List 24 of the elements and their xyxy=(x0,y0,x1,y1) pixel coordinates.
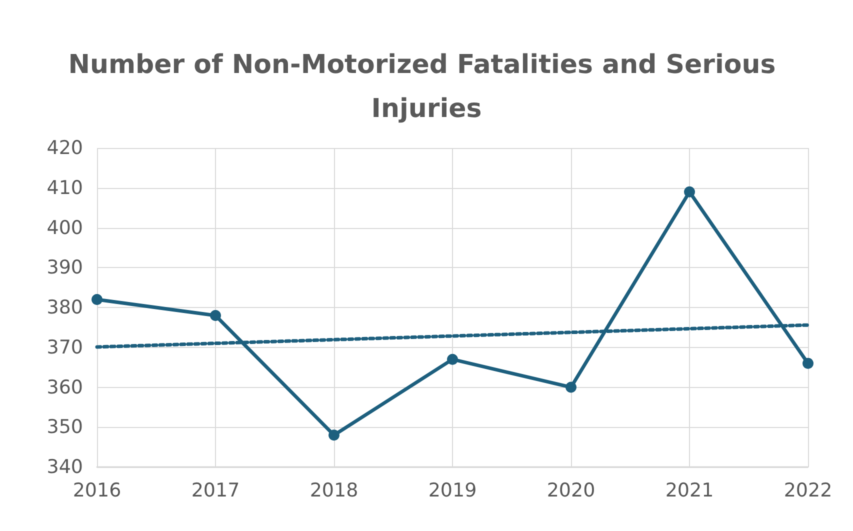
point xyxy=(92,294,102,306)
x-tick-label: 2018 xyxy=(310,480,358,502)
x-tick-label: 2016 xyxy=(72,480,122,502)
y-tick-label: 420 xyxy=(46,137,83,159)
point xyxy=(566,382,576,393)
point xyxy=(210,310,221,321)
point xyxy=(328,430,340,441)
point xyxy=(447,354,458,365)
point xyxy=(802,358,814,369)
y-tick-label: 340 xyxy=(46,456,83,478)
y-tick-label: 400 xyxy=(46,216,83,239)
y-tick-label: 360 xyxy=(46,376,83,398)
y-tick-label: 390 xyxy=(46,256,83,279)
x-tick-label: 2017 xyxy=(191,480,240,502)
y-tick-label: 380 xyxy=(46,296,83,318)
x-tick-label: 2022 xyxy=(784,480,832,502)
chart-title: Number of Non-Motorized Fatalities and Serious Injuries xyxy=(68,50,785,124)
y-tick-label: 410 xyxy=(46,176,83,199)
x-tick-label: 2021 xyxy=(665,480,714,502)
y-tick-label: 350 xyxy=(46,416,83,438)
x-tick-label: 2019 xyxy=(428,480,477,502)
x-tick-label: 2020 xyxy=(546,480,596,502)
y-tick-label: 370 xyxy=(46,336,83,358)
point xyxy=(684,186,695,198)
